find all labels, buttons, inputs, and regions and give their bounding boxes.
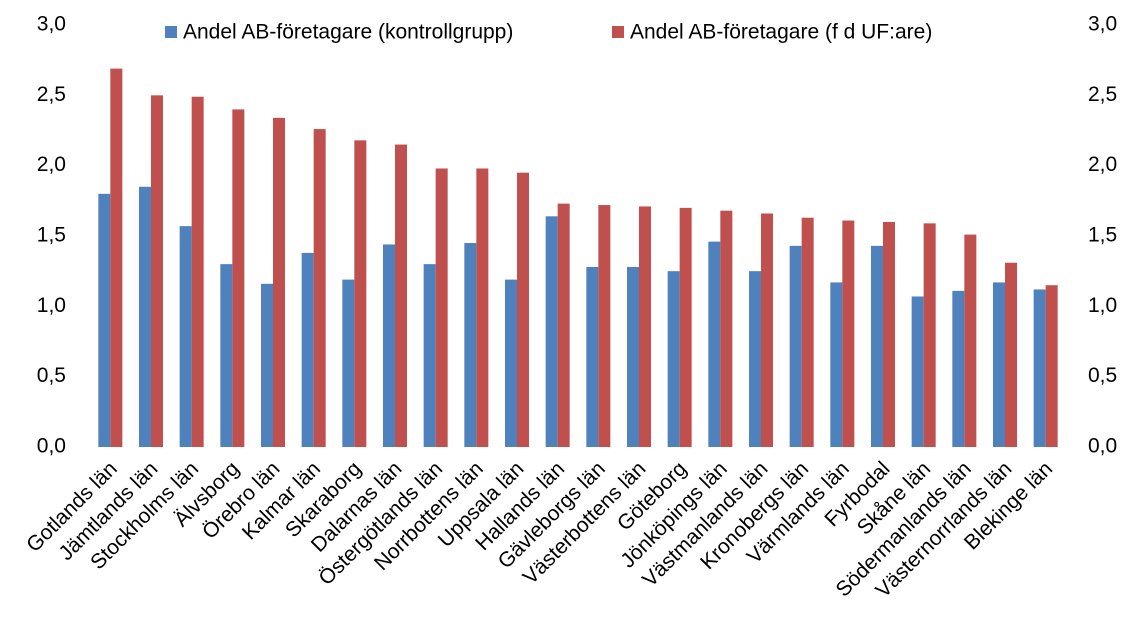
bar: [191, 96, 204, 448]
bar: [586, 266, 599, 447]
y2-tick-label: 0,5: [1088, 364, 1117, 387]
y-tick-label: 2,5: [37, 83, 66, 106]
legend-swatch: [165, 26, 177, 38]
bar: [789, 245, 802, 447]
bar: [749, 271, 761, 447]
y-tick-label: 0,5: [37, 364, 66, 387]
bar: [557, 203, 570, 447]
y2-tick-label: 2,0: [1088, 153, 1117, 176]
y2-tick-label: 1,5: [1088, 224, 1117, 247]
y2-tick-label: 2,5: [1088, 83, 1117, 106]
bar: [801, 217, 814, 447]
bar: [261, 283, 273, 447]
bar: [679, 207, 692, 447]
bar: [435, 168, 448, 448]
bar: [545, 216, 558, 447]
legend-swatch: [612, 26, 624, 38]
bar: [139, 186, 151, 447]
bar: [964, 234, 977, 447]
bar: [1033, 289, 1046, 447]
y-tick-label: 1,5: [37, 224, 66, 247]
bar: [720, 210, 733, 447]
legend-label: Andel AB-företagare (kontrollgrupp): [183, 21, 513, 44]
bar: [273, 117, 285, 447]
bar: [301, 252, 314, 447]
bar: [952, 290, 965, 447]
y2-tick-label: 1,0: [1088, 294, 1117, 317]
bar: [505, 279, 517, 447]
y-tick-label: 3,0: [37, 13, 66, 36]
y-tick-label: 1,0: [37, 294, 66, 317]
bar: [151, 95, 163, 447]
bar: [354, 140, 367, 447]
bar: [383, 244, 395, 447]
bar: [464, 243, 477, 447]
y2-tick-label: 3,0: [1088, 13, 1117, 36]
legend-label: Andel AB-företagare (f d UF:are): [630, 21, 932, 44]
bar: [313, 129, 326, 448]
bar: [871, 245, 883, 447]
bar: [923, 223, 936, 447]
bar: [342, 279, 355, 447]
bar: [911, 296, 924, 447]
bar: [708, 241, 721, 447]
bar: [1005, 262, 1017, 447]
bar: [993, 282, 1005, 447]
bar: [517, 172, 529, 447]
bar: [842, 220, 855, 447]
bar: [476, 168, 489, 448]
bar: [423, 264, 436, 447]
bar: [1045, 285, 1058, 447]
bar: [667, 271, 680, 447]
bar: [639, 206, 651, 447]
bar: [395, 144, 407, 448]
bar: [761, 213, 773, 447]
y2-tick-label: 0,0: [1088, 435, 1117, 458]
bar: [627, 266, 639, 447]
bar: [110, 68, 123, 448]
bar: [883, 221, 895, 447]
bar: [98, 193, 111, 447]
bar: [232, 109, 245, 448]
y-tick-label: 0,0: [37, 435, 66, 458]
bar: [220, 264, 233, 447]
bar: [179, 226, 192, 447]
bar: [830, 282, 843, 447]
bar: [598, 205, 611, 447]
y-tick-label: 2,0: [37, 153, 66, 176]
